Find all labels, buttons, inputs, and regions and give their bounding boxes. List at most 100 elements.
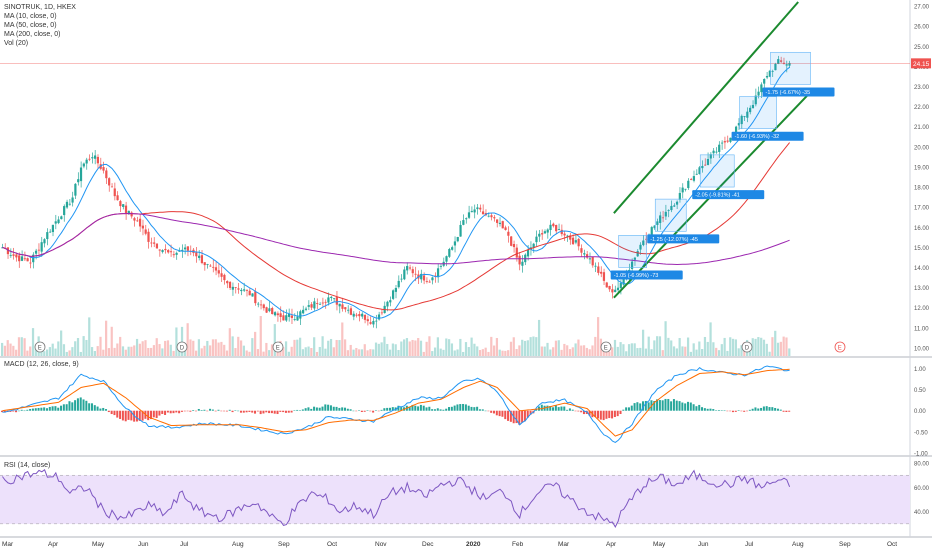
candle-body (88, 158, 91, 160)
candle-body (248, 290, 251, 296)
macd-histogram-bar (450, 406, 453, 411)
volume-bar (602, 349, 605, 356)
rsi-tick-label: 40.00 (914, 510, 930, 516)
candle-body (237, 288, 240, 290)
measure-label-bg (762, 87, 835, 97)
macd-histogram-bar (762, 406, 765, 411)
candle-body (476, 207, 479, 210)
volume-bar (751, 338, 754, 356)
ma10-legend[interactable]: MA (10, close, 0) (4, 13, 57, 20)
candle-body (664, 211, 667, 217)
macd-histogram-bar (23, 410, 26, 412)
volume-bar (431, 351, 434, 356)
candle-body (532, 243, 535, 248)
volume-bar (119, 336, 122, 356)
candle-body (358, 314, 361, 317)
candle-body (29, 262, 32, 264)
candle-body (318, 303, 322, 305)
volume-bar (324, 348, 327, 356)
candle-body (571, 237, 575, 245)
rsi-legend[interactable]: RSI (14, close) (4, 462, 51, 469)
candle-body (369, 322, 372, 324)
candle-body (167, 250, 170, 253)
macd-histogram-bar (540, 404, 543, 411)
volume-legend[interactable]: Vol (20) (4, 40, 29, 47)
macd-histogram-bar (372, 410, 375, 413)
volume-bar (507, 350, 510, 356)
macd-histogram-bar (209, 408, 212, 411)
macd-histogram-bar (448, 407, 451, 411)
volume-bar (498, 349, 501, 356)
volume-bar (133, 345, 136, 356)
time-tick-label: Jun (138, 541, 149, 548)
macd-histogram-bar (757, 408, 760, 411)
macd-histogram-bar (445, 408, 448, 411)
volume-bar (26, 350, 29, 356)
macd-histogram-bar (180, 410, 183, 412)
candle-body (257, 303, 260, 305)
volume-bar (681, 346, 684, 356)
macd-histogram-bar (178, 410, 181, 414)
macd-histogram-bar (68, 401, 71, 411)
macd-histogram-bar (425, 407, 428, 411)
candle-body (645, 238, 648, 240)
candle-body (214, 267, 218, 271)
macd-histogram-bar (99, 408, 102, 411)
macd-histogram-bar (12, 410, 15, 412)
volume-bar (715, 347, 718, 356)
volume-bar (442, 349, 445, 356)
candle-body (521, 261, 524, 266)
ma200-legend[interactable]: MA (200, close, 0) (4, 31, 61, 38)
candle-body (583, 253, 586, 255)
candle-body (580, 248, 583, 253)
ma50-legend[interactable]: MA (50, close, 0) (4, 22, 57, 29)
volume-bar (425, 341, 428, 356)
macd-histogram-bar (785, 410, 788, 412)
volume-bar (51, 343, 54, 356)
macd-histogram-bar (93, 405, 96, 411)
macd-histogram-bar (411, 404, 414, 411)
macd-tick-label: 1.00 (914, 367, 926, 373)
macd-histogram-bar (313, 406, 316, 411)
volume-bar (588, 349, 591, 356)
volume-bar (748, 351, 752, 356)
time-tick-label: Sep (839, 541, 851, 548)
candle-body (462, 220, 465, 225)
candle-body (406, 265, 409, 271)
candle-body (543, 231, 547, 234)
candle-body (82, 163, 85, 167)
volume-bar (256, 349, 260, 356)
volume-bar (343, 339, 347, 356)
macd-legend[interactable]: MACD (12, 26, close, 9) (4, 361, 79, 368)
macd-histogram-bar (563, 406, 566, 411)
macd-histogram-bar (296, 409, 299, 411)
candle-body (296, 316, 299, 321)
candle-body (768, 70, 771, 77)
volume-bar (228, 328, 231, 356)
macd-histogram-bar (588, 410, 591, 416)
volume-bar (192, 340, 195, 356)
volume-bar (478, 350, 482, 356)
volume-bar (318, 346, 321, 356)
volume-bar (369, 349, 372, 356)
price-tick-label: 11.00 (914, 326, 929, 332)
candle-body (695, 173, 698, 175)
volume-bar (206, 340, 209, 356)
volume-bar (169, 344, 172, 356)
macd-histogram-bar (498, 410, 501, 417)
macd-histogram-bar (622, 409, 625, 411)
candle-body (37, 249, 40, 251)
volume-bar (127, 346, 130, 356)
candle-body (158, 249, 161, 251)
candle-body (422, 275, 426, 281)
candle-body (231, 286, 234, 290)
candle-body (673, 205, 676, 207)
macd-histogram-bar (332, 406, 335, 411)
macd-histogram-bar (194, 410, 197, 412)
macd-histogram-bar (743, 410, 746, 412)
volume-bar (321, 336, 324, 356)
time-tick-label: May (653, 541, 666, 548)
macd-histogram-bar (492, 410, 496, 414)
candle-body (569, 235, 572, 240)
